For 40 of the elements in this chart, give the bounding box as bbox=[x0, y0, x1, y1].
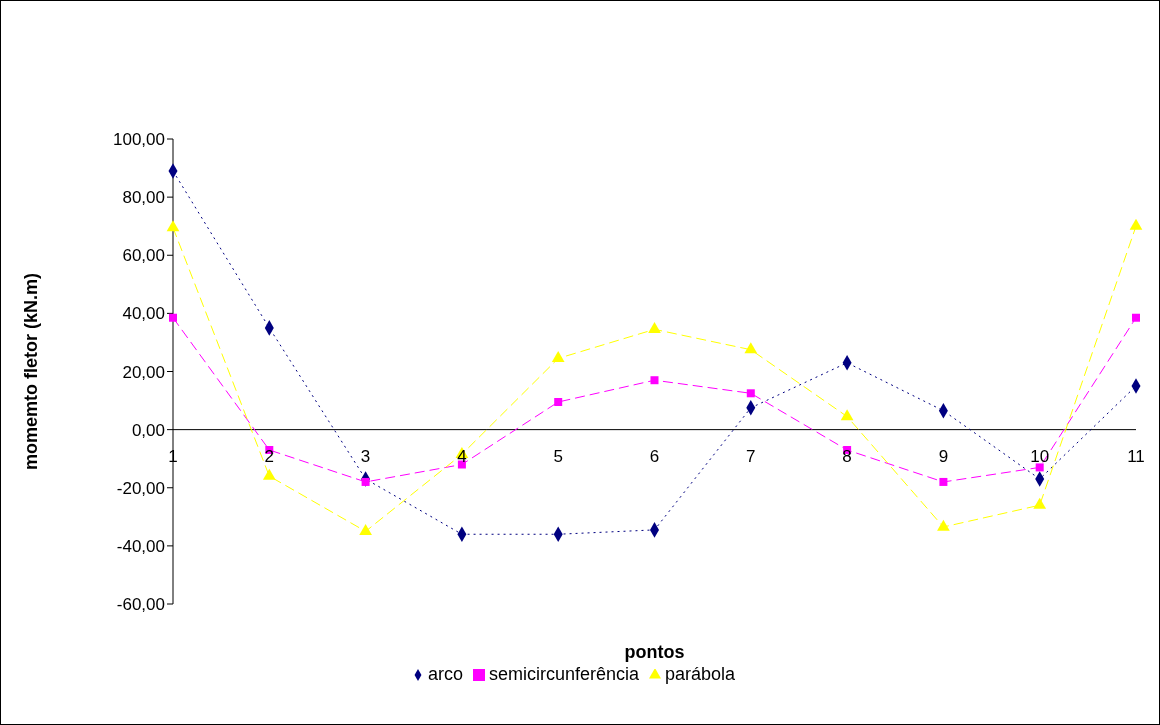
x-tick-label: 11 bbox=[1127, 446, 1145, 466]
legend-label: arco bbox=[427, 664, 463, 684]
point bbox=[1132, 313, 1140, 322]
y-tick-label: -60,00 bbox=[116, 595, 165, 615]
point bbox=[166, 220, 180, 232]
x-axis-title: pontos bbox=[624, 642, 685, 662]
point bbox=[1129, 218, 1143, 230]
y-tick-label: -40,00 bbox=[116, 536, 165, 556]
point bbox=[169, 313, 177, 322]
point bbox=[1035, 463, 1044, 472]
y-tick-label: 40,00 bbox=[122, 304, 165, 324]
point bbox=[551, 351, 565, 363]
y-tick-label: 100,00 bbox=[113, 130, 165, 150]
point bbox=[744, 342, 758, 354]
legend-label: semicircunferência bbox=[488, 664, 639, 684]
x-tick-label: 5 bbox=[553, 446, 563, 466]
y-axis-title: momemto fletor (kN.m) bbox=[21, 272, 42, 471]
point bbox=[648, 322, 661, 334]
point bbox=[359, 524, 372, 536]
y-tick-label: 0,00 bbox=[131, 420, 165, 440]
x-tick-label: 10 bbox=[1030, 446, 1050, 466]
point bbox=[939, 477, 948, 486]
point bbox=[840, 409, 854, 421]
y-tick-label: 60,00 bbox=[122, 246, 165, 266]
x-tick-label: 3 bbox=[360, 446, 371, 466]
point bbox=[937, 519, 950, 531]
point bbox=[1033, 497, 1047, 509]
point bbox=[262, 468, 276, 480]
x-tick-label: 7 bbox=[746, 446, 756, 466]
legend-label: parábola bbox=[665, 664, 736, 684]
point bbox=[554, 398, 563, 407]
x-tick-label: 6 bbox=[649, 446, 660, 466]
x-tick-label: 1 bbox=[168, 446, 178, 466]
point bbox=[746, 389, 755, 398]
x-tick-label: 9 bbox=[938, 446, 949, 466]
point bbox=[650, 376, 659, 385]
y-tick-label: 20,00 bbox=[122, 362, 165, 382]
y-tick-label: -20,00 bbox=[116, 478, 165, 498]
point bbox=[361, 477, 370, 486]
y-tick-label: 80,00 bbox=[122, 188, 165, 208]
